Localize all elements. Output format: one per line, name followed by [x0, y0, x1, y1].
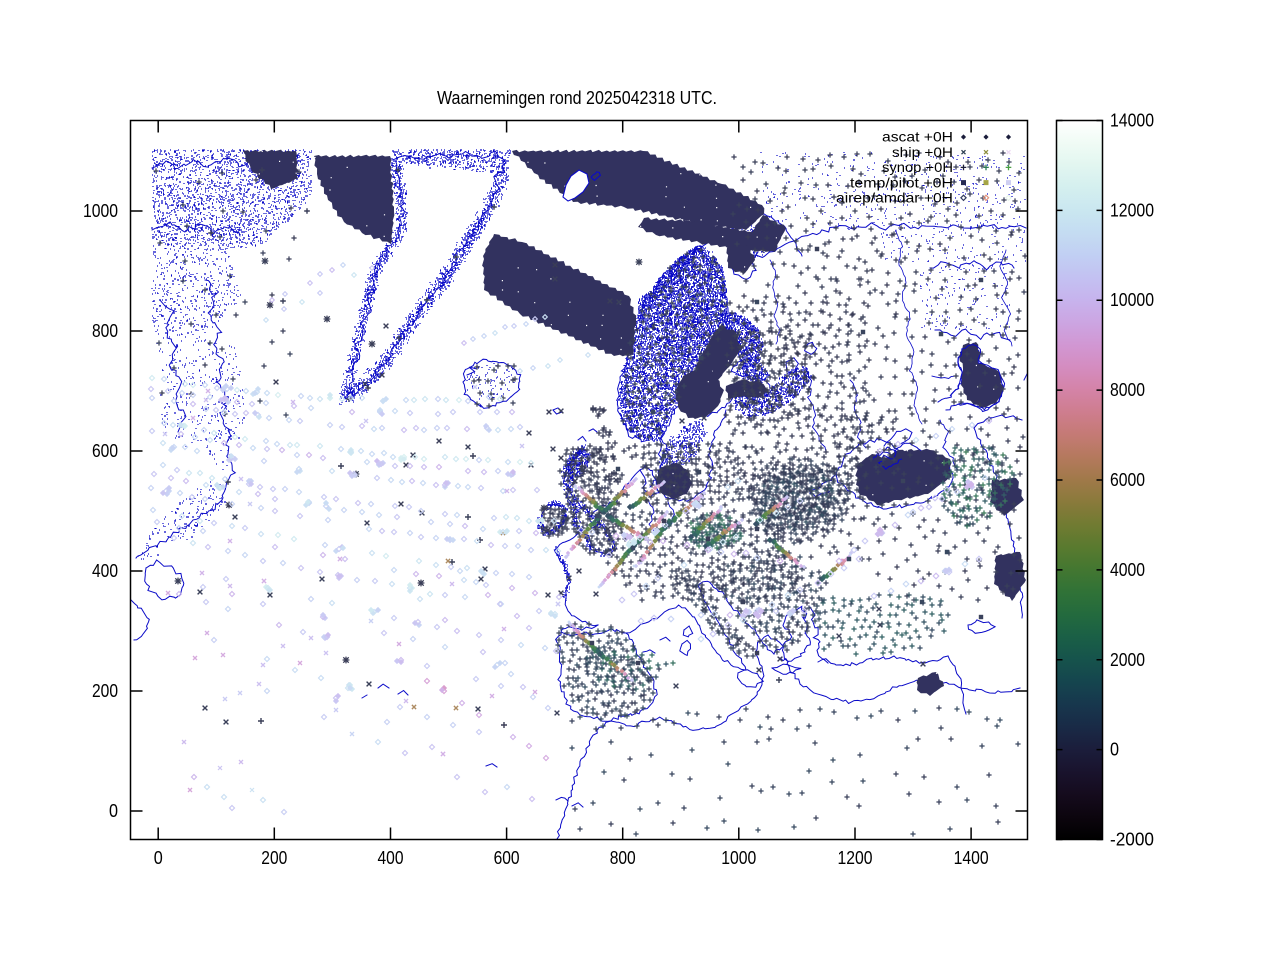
svg-text:10000: 10000: [1110, 290, 1154, 310]
svg-text:0: 0: [154, 848, 163, 868]
svg-text:14000: 14000: [1110, 111, 1154, 131]
svg-text:airep/amdar +0H: airep/amdar +0H: [836, 191, 953, 206]
svg-text:0: 0: [1110, 740, 1119, 760]
svg-text:400: 400: [92, 561, 118, 581]
svg-text:800: 800: [92, 321, 118, 341]
svg-text:ascat +0H: ascat +0H: [882, 130, 953, 145]
svg-text:1200: 1200: [838, 848, 873, 868]
svg-text:Waarnemingen rond 2025042318 U: Waarnemingen rond 2025042318 UTC.: [437, 88, 717, 108]
svg-text:200: 200: [261, 848, 287, 868]
svg-text:1000: 1000: [83, 201, 118, 221]
svg-text:200: 200: [92, 681, 118, 701]
svg-text:12000: 12000: [1110, 200, 1154, 220]
svg-text:0: 0: [109, 801, 118, 821]
svg-text:1400: 1400: [954, 848, 989, 868]
svg-text:400: 400: [378, 848, 404, 868]
svg-text:ship +0H: ship +0H: [892, 145, 953, 160]
svg-text:600: 600: [494, 848, 520, 868]
svg-text:-2000: -2000: [1110, 830, 1154, 850]
svg-text:temp/pilot +0H: temp/pilot +0H: [850, 175, 953, 190]
svg-text:6000: 6000: [1110, 470, 1145, 490]
svg-text:1000: 1000: [721, 848, 756, 868]
svg-text:600: 600: [92, 441, 118, 461]
svg-text:synop +0H: synop +0H: [882, 160, 953, 175]
svg-text:4000: 4000: [1110, 560, 1145, 580]
svg-text:800: 800: [610, 848, 636, 868]
svg-text:8000: 8000: [1110, 380, 1145, 400]
svg-text:2000: 2000: [1110, 650, 1145, 670]
